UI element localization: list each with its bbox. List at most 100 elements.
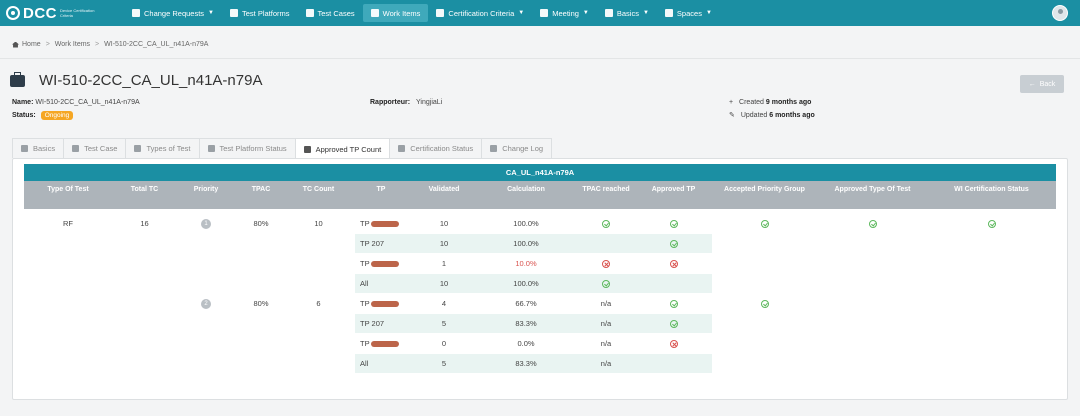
column-header: Priority (193, 186, 219, 193)
accepted-priority-group-cell (711, 214, 818, 233)
tab-bar: Basics Test Case Types of Test Test Platfor… (12, 138, 553, 159)
table-row-band (355, 274, 712, 293)
tab-label: Approved TP Count (315, 144, 382, 154)
nav-item-certification-criteria[interactable]: Certification Criteria ▼ (428, 4, 532, 22)
back-button-label: Back (1039, 80, 1056, 88)
pencil-icon: ✎ (729, 112, 735, 119)
nav-item-spaces[interactable]: Spaces ▼ (657, 4, 720, 22)
redaction-mark (370, 260, 399, 267)
tab-test-case-icon (72, 145, 80, 152)
caret-down-icon: ▼ (642, 10, 649, 16)
rapporteur-value: YingjiaLi (416, 99, 443, 106)
nav-item-label: Basics (616, 8, 639, 18)
tab-change-log-icon (490, 145, 498, 152)
updated-prefix: Updated (740, 112, 768, 119)
tab-change-log[interactable]: Change Log (481, 138, 553, 158)
check-circle-icon (669, 239, 678, 248)
breadcrumb-separator: > (45, 41, 50, 48)
tab-certification-status-icon (398, 145, 406, 152)
redaction-mark (370, 220, 399, 227)
rapporteur-label: Rapporteur: (370, 99, 411, 106)
tab-test-platform-status[interactable]: Test Platform Status (198, 138, 296, 158)
breadcrumb: Home > Work Items > WI-510-2CC_CA_UL_n41… (12, 41, 208, 48)
approved-tp-count-table: CA_UL_n41A-n79A Type Of Test Total TC Prio… (24, 164, 1056, 379)
tpac-cell: 80% (253, 219, 269, 228)
calculation-cell: 83.3% (515, 319, 537, 328)
page-title: WI-510-2CC_CA_UL_n41A-n79A (39, 72, 263, 89)
nav-item-label: Certification Criteria (448, 8, 515, 18)
redaction-mark (370, 300, 399, 307)
tab-test-case[interactable]: Test Case (63, 138, 127, 158)
nav-change-requests-icon (132, 9, 140, 17)
calculation-cell: 10.0% (515, 259, 537, 268)
check-circle-icon (760, 299, 769, 308)
nav-basics-icon (604, 9, 613, 17)
nav-item-label: Work Items (382, 8, 421, 18)
validated-cell: 10 (439, 279, 449, 288)
table-row-band (355, 314, 712, 333)
tab-label: Types of Test (146, 144, 191, 153)
breadcrumb-work-items[interactable]: Work Items (54, 41, 91, 48)
tp-cell: TP 207 (350, 234, 412, 253)
name-value: WI-510-2CC_CA_UL_n41A-n79A (35, 99, 140, 106)
breadcrumb-current: WI-510-2CC_CA_UL_n41A-n79A (104, 41, 209, 48)
column-header: Calculation (507, 186, 545, 193)
priority-badge: 2 (201, 298, 211, 309)
nav-item-basics[interactable]: Basics ▼ (597, 4, 657, 22)
user-avatar[interactable] (1052, 5, 1068, 21)
approved-tp-cell (636, 334, 711, 353)
nav-certification-criteria-icon (436, 9, 445, 17)
tp-label: TP (360, 299, 370, 308)
tab-test-platform-status-icon (207, 145, 215, 152)
breadcrumb-separator: > (95, 41, 100, 48)
validated-cell: 1 (441, 259, 447, 268)
validated-cell: 10 (439, 219, 449, 228)
nav-item-label: Test Cases (317, 8, 355, 18)
nav-item-work-items[interactable]: Work Items (362, 4, 429, 22)
nav-item-test-cases[interactable]: Test Cases (298, 4, 363, 22)
nav-test-cases-icon (305, 9, 314, 17)
check-circle-icon (760, 219, 769, 228)
back-button[interactable]: ← Back (1020, 75, 1064, 93)
tp-cell: TP (350, 294, 412, 313)
created-field: + Created 9 months ago (729, 99, 811, 106)
created-prefix: Created (739, 99, 764, 106)
tp-label: TP 207 (360, 319, 385, 328)
briefcase-icon (10, 71, 25, 87)
title-row: WI-510-2CC_CA_UL_n41A-n79A (10, 71, 263, 89)
tab-certification-status[interactable]: Certification Status (389, 138, 483, 158)
tab-approved-tp-count[interactable]: Approved TP Count (294, 138, 391, 159)
check-circle-icon (669, 319, 678, 328)
tab-types-of-test[interactable]: Types of Test (125, 138, 200, 158)
check-circle-icon (602, 219, 610, 228)
status-label: Status: (12, 112, 36, 119)
table-row-band (355, 234, 712, 253)
back-arrow-icon: ← (1028, 80, 1036, 88)
tc-count-cell: 6 (316, 299, 321, 308)
approved-tp-cell (636, 274, 711, 293)
validated-cell: 5 (441, 359, 447, 368)
name-label: Name: (12, 99, 34, 106)
x-circle-icon (669, 259, 678, 268)
check-circle-icon (868, 219, 877, 228)
tp-label: TP (360, 259, 370, 268)
nav-item-meeting[interactable]: Meeting ▼ (532, 4, 597, 22)
nav-meeting-icon (540, 9, 549, 17)
check-circle-icon (669, 299, 678, 308)
rapporteur-field: Rapporteur: YingjiaLi (370, 99, 442, 106)
tpac-reached-cell: n/a (600, 339, 612, 348)
breadcrumb-home[interactable]: Home (22, 41, 41, 48)
nav-item-test-platforms[interactable]: Test Platforms (222, 4, 298, 22)
logo-text: DCC (23, 4, 57, 22)
tp-cell: TP (350, 214, 412, 233)
tab-label: Change Log (502, 144, 544, 153)
dcc-logo[interactable]: DCC Device Certification Criteria (6, 5, 96, 22)
caret-down-icon: ▼ (705, 10, 712, 16)
header-divider (0, 58, 1080, 59)
tpac-reached-cell: n/a (600, 299, 612, 308)
tab-basics[interactable]: Basics (12, 138, 65, 158)
priority-cell: 1 (177, 214, 235, 233)
tp-cell: All (350, 274, 412, 293)
nav-item-change-requests[interactable]: Change Requests ▼ (124, 4, 222, 22)
calculation-cell: 66.7% (515, 299, 537, 308)
